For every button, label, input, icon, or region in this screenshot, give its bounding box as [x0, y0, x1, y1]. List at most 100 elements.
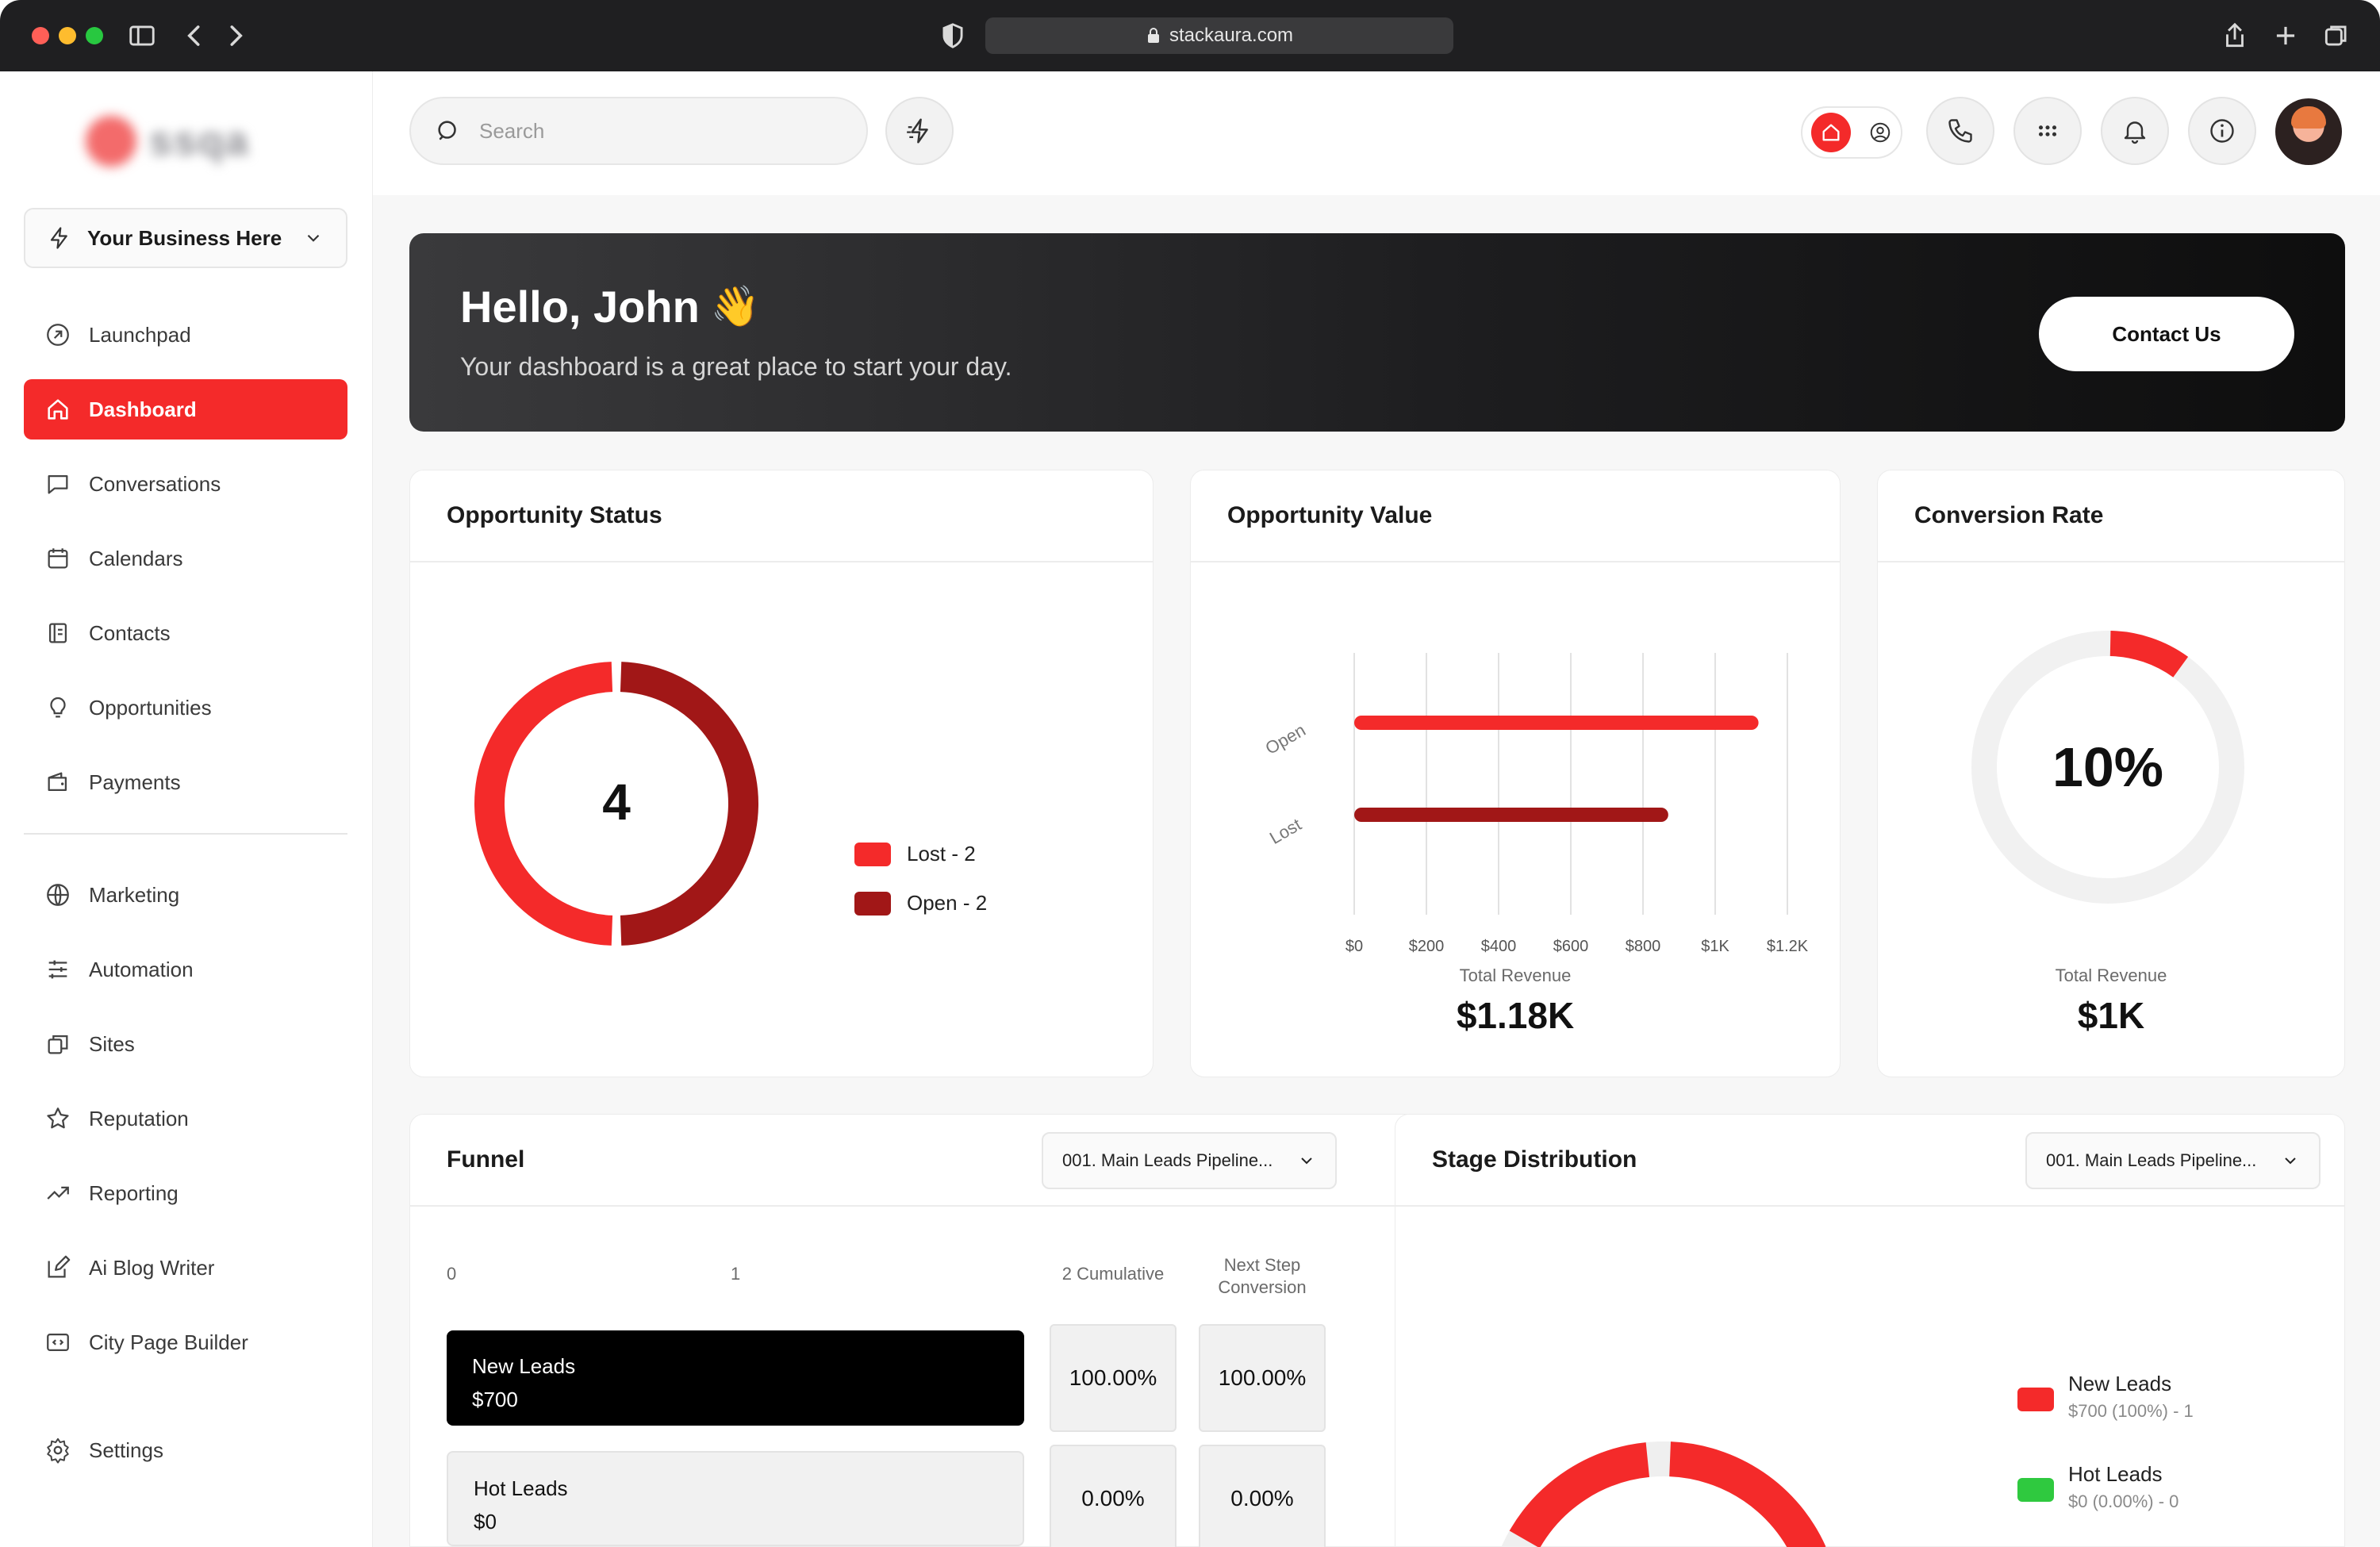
sidebar-toggle-icon[interactable]	[127, 21, 157, 51]
stage-name: Hot Leads	[474, 1476, 568, 1500]
chevron-down-icon	[2285, 1157, 2296, 1165]
minimize-window-button[interactable]	[59, 27, 76, 44]
next-step-value: 0.00%	[1199, 1445, 1326, 1547]
sidebar-item-contacts[interactable]: Contacts	[24, 603, 347, 663]
sidebar-item-sites[interactable]: Sites	[24, 1014, 347, 1074]
sidebar-item-calendars[interactable]: Calendars	[24, 528, 347, 589]
business-selector[interactable]: Your Business Here	[24, 208, 347, 268]
sidebar-item-label: Conversations	[89, 471, 221, 496]
sidebar-item-label: Launchpad	[89, 322, 191, 347]
funnel-pipeline-select[interactable]: 001. Main Leads Pipeline...	[1042, 1132, 1337, 1189]
shield-icon[interactable]	[938, 21, 968, 51]
stage-value: $0	[474, 1510, 497, 1534]
sidebar-item-automation[interactable]: Automation	[24, 939, 347, 1000]
select-value: 001. Main Leads Pipeline...	[1062, 1150, 1273, 1170]
sidebar-item-label: Dashboard	[89, 397, 197, 421]
legend-label: Open - 2	[907, 891, 988, 915]
opportunity-value-chart: Open Lost $0 $200 $400 $600 $800 $1K $1.2K	[1262, 653, 1809, 954]
close-window-button[interactable]	[32, 27, 49, 44]
funnel-stage-new-leads[interactable]: New Leads $700	[447, 1330, 1024, 1426]
home-icon	[48, 399, 68, 420]
quick-action-button[interactable]	[885, 97, 954, 165]
bar-lost[interactable]	[1354, 808, 1668, 822]
sidebar-item-launchpad[interactable]: Launchpad	[24, 305, 347, 365]
stage-distribution-donut	[1501, 1441, 1826, 1547]
lightbulb-icon	[50, 697, 66, 718]
contact-us-button[interactable]: Contact Us	[2039, 297, 2294, 371]
legend-item-hot-leads: Hot Leads $0 (0.00%) - 0	[2017, 1462, 2178, 1512]
apps-button[interactable]	[2013, 97, 2082, 165]
legend-swatch	[2017, 1388, 2054, 1411]
globe-icon	[47, 884, 69, 906]
card-title: Conversion Rate	[1878, 470, 2344, 562]
sidebar-item-label: Calendars	[89, 546, 183, 570]
donut-center-value: 4	[602, 774, 631, 831]
stage-pipeline-select[interactable]: 001. Main Leads Pipeline...	[2025, 1132, 2320, 1189]
logo-mark	[86, 116, 136, 167]
account-switcher[interactable]	[1801, 106, 1902, 159]
donut-slice-new-leads[interactable]	[1668, 1441, 1826, 1547]
legend-label: Hot Leads	[2068, 1462, 2163, 1486]
gauge-fill	[2109, 631, 2189, 678]
forward-icon[interactable]	[221, 21, 251, 51]
x-tick-label: $600	[1553, 938, 1589, 954]
sidebar-item-opportunities[interactable]: Opportunities	[24, 678, 347, 738]
greeting-text: Hello, John	[460, 282, 700, 332]
tab-overview-icon[interactable]	[2321, 21, 2351, 51]
stage-distribution-card: Stage Distribution 001. Main Leads Pipel…	[1395, 1114, 2345, 1547]
share-icon[interactable]	[2220, 21, 2250, 51]
x-tick-label: $0	[1345, 938, 1363, 954]
sidebar-item-ai-blog-writer[interactable]: Ai Blog Writer	[24, 1238, 347, 1298]
conversion-rate-gauge: 10%	[1971, 631, 2244, 904]
bell-icon	[2124, 121, 2146, 144]
code-window-icon	[47, 1333, 69, 1352]
opportunity-status-card: Opportunity Status 4 Lost - 2 Open - 2	[409, 470, 1154, 1077]
funnel-stage-hot-leads[interactable]: Hot Leads $0	[447, 1451, 1024, 1546]
sidebar-item-city-page-builder[interactable]: City Page Builder	[24, 1312, 347, 1372]
home-badge[interactable]	[1811, 113, 1851, 152]
phone-button[interactable]	[1926, 97, 1994, 165]
cumulative-value: 100.00%	[1050, 1324, 1177, 1432]
trending-up-icon	[47, 1186, 69, 1200]
legend-swatch	[2017, 1478, 2054, 1502]
chevron-down-icon	[307, 234, 320, 242]
bar-open[interactable]	[1354, 716, 1759, 730]
user-circle-icon[interactable]	[1868, 121, 1892, 144]
avatar[interactable]	[2275, 98, 2342, 165]
x-tick-label: $400	[1481, 938, 1517, 954]
donut-slice-open[interactable]	[620, 662, 758, 946]
contacts-icon	[48, 623, 67, 643]
x-tick-label: $800	[1626, 938, 1661, 954]
sidebar-item-label: Automation	[89, 957, 194, 981]
sidebar-item-label: City Page Builder	[89, 1330, 248, 1354]
back-icon[interactable]	[179, 21, 209, 51]
sidebar-item-reputation[interactable]: Reputation	[24, 1088, 347, 1149]
welcome-title: Hello, John 👋	[460, 281, 760, 332]
maximize-window-button[interactable]	[86, 27, 103, 44]
sliders-icon	[48, 960, 67, 979]
sidebar-item-conversations[interactable]: Conversations	[24, 454, 347, 514]
waving-hand-icon: 👋	[710, 284, 761, 328]
funnel-axis-1: 1	[731, 1264, 741, 1284]
info-button[interactable]	[2188, 97, 2256, 165]
sidebar-item-payments[interactable]: Payments	[24, 752, 347, 812]
stage-value: $700	[472, 1388, 518, 1411]
sidebar-item-marketing[interactable]: Marketing	[24, 865, 347, 925]
donut-slice-lost[interactable]	[474, 662, 613, 946]
home-icon	[1822, 124, 1840, 141]
notifications-button[interactable]	[2101, 97, 2169, 165]
sidebar-item-dashboard[interactable]: Dashboard	[24, 379, 347, 440]
category-label: Open	[1262, 720, 1309, 758]
sidebar-item-reporting[interactable]: Reporting	[24, 1163, 347, 1223]
sidebar-item-settings[interactable]: Settings	[24, 1420, 347, 1480]
donut-slice-new-leads[interactable]	[1509, 1442, 1650, 1547]
new-tab-icon[interactable]	[2271, 21, 2301, 51]
calendar-icon	[48, 548, 68, 569]
category-label: Lost	[1266, 814, 1305, 847]
x-tick-label: $1K	[1701, 938, 1729, 954]
header-line: Next Step	[1223, 1255, 1301, 1275]
total-revenue-value: $1K	[2077, 995, 2145, 1036]
legend-item-open: Open - 2	[854, 891, 987, 916]
address-bar[interactable]: stackaura.com	[985, 17, 1453, 54]
search-input[interactable]: Search	[409, 97, 868, 165]
